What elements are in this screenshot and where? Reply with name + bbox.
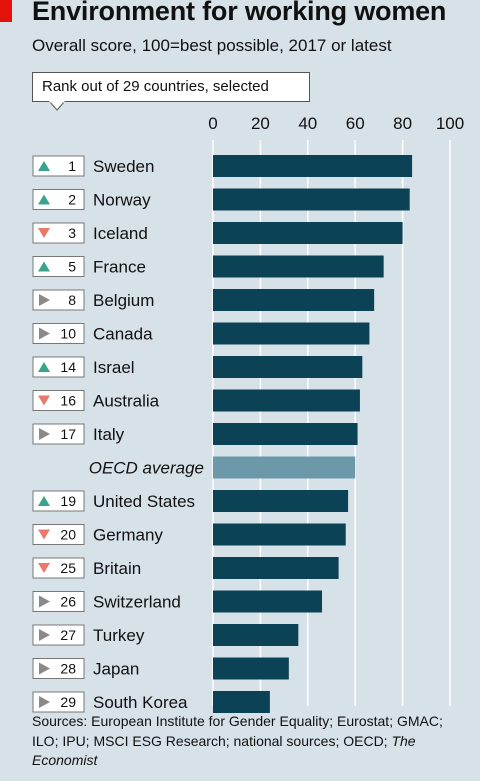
bar: [213, 523, 346, 546]
rank-box: [32, 189, 85, 210]
rank-number: 5: [68, 259, 76, 275]
rank-number: 16: [60, 393, 76, 409]
red-corner-tag: [0, 0, 12, 22]
rank-number: 26: [60, 594, 76, 610]
rank-number: 27: [60, 627, 76, 643]
bar: [213, 624, 299, 646]
rank-number: 2: [68, 192, 76, 208]
rank-legend-text: Rank out of 29 countries, selected: [42, 78, 269, 95]
category-label: Britain: [93, 559, 141, 578]
bar: [213, 691, 270, 713]
rank-box: [32, 155, 85, 177]
rank-change-unchanged-icon: [39, 662, 50, 675]
average-bar: [213, 456, 356, 479]
rank-change-up-icon: [38, 496, 50, 506]
bar: [213, 590, 323, 613]
category-label: Switzerland: [93, 593, 181, 612]
rank-box: [32, 222, 85, 244]
rank-box: [32, 624, 85, 646]
category-label: Iceland: [93, 224, 148, 243]
bar: [213, 155, 413, 177]
rank-change-unchanged-icon: [39, 595, 50, 608]
rank-number: 14: [60, 359, 76, 375]
rank-change-unchanged-icon: [39, 696, 50, 708]
bar: [213, 222, 403, 244]
bar: [213, 423, 358, 445]
rank-box: [32, 323, 85, 344]
category-label: France: [93, 258, 146, 277]
rank-change-unchanged-icon: [39, 629, 50, 641]
bar: [213, 255, 384, 278]
bar: [213, 356, 363, 378]
bar: [213, 557, 339, 579]
rank-change-down-icon: [38, 563, 50, 573]
rank-box: [32, 289, 85, 311]
rank-change-unchanged-icon: [39, 428, 50, 440]
category-label: OECD average: [89, 459, 204, 478]
bar: [213, 322, 370, 345]
bar: [213, 657, 289, 680]
category-label: Turkey: [93, 626, 145, 645]
rank-number: 8: [68, 292, 76, 308]
bar: [213, 490, 349, 512]
rank-number: 1: [68, 158, 76, 174]
category-label: Germany: [93, 526, 163, 545]
rank-number: 3: [68, 225, 76, 241]
rank-change-unchanged-icon: [39, 327, 50, 340]
rank-legend-pointer: [49, 101, 65, 111]
chart-subtitle: Overall score, 100=best possible, 2017 o…: [32, 36, 392, 55]
rank-box: [32, 658, 85, 679]
x-tick-label: 80: [393, 114, 412, 133]
rank-box: [32, 691, 85, 713]
rank-change-up-icon: [38, 194, 50, 205]
category-label: Japan: [93, 660, 139, 679]
x-tick-label: 40: [298, 114, 317, 133]
rank-change-up-icon: [38, 161, 50, 171]
category-label: Australia: [93, 392, 160, 411]
category-label: Italy: [93, 425, 125, 444]
rank-box: [32, 524, 85, 545]
rank-box: [32, 356, 85, 378]
bar: [213, 188, 410, 211]
rank-number: 19: [60, 493, 76, 509]
x-tick-label: 100: [436, 114, 464, 133]
rank-box: [32, 490, 85, 512]
rank-box: [32, 591, 85, 612]
rank-change-down-icon: [38, 395, 50, 406]
rank-legend-box: Rank out of 29 countries, selected: [32, 72, 310, 102]
rank-box: [32, 557, 85, 579]
rank-number: 17: [60, 426, 76, 442]
rank-change-down-icon: [38, 529, 50, 540]
category-label: Israel: [93, 358, 135, 377]
chart-title: Environment for working women: [32, 0, 447, 26]
x-tick-label: 60: [346, 114, 365, 133]
category-label: United States: [93, 492, 195, 511]
rank-number: 28: [60, 661, 76, 677]
rank-change-down-icon: [38, 228, 50, 238]
rank-number: 29: [60, 694, 76, 710]
category-label: Belgium: [93, 291, 154, 310]
sources-note: Sources: European Institute for Gender E…: [32, 712, 472, 771]
x-tick-label: 20: [251, 114, 270, 133]
category-label: Sweden: [93, 157, 154, 176]
rank-change-up-icon: [38, 362, 50, 372]
rank-box: [32, 423, 85, 445]
rank-box: [32, 256, 85, 277]
category-label: South Korea: [93, 693, 188, 712]
sources-text: Sources: European Institute for Gender E…: [32, 713, 443, 749]
category-label: Norway: [93, 191, 151, 210]
rank-change-unchanged-icon: [39, 294, 50, 306]
rank-box: [32, 390, 85, 411]
rank-change-up-icon: [38, 261, 50, 272]
category-label: Canada: [93, 325, 153, 344]
rank-number: 25: [60, 560, 76, 576]
rank-number: 20: [60, 527, 76, 543]
bar: [213, 289, 375, 311]
bar: [213, 389, 360, 412]
sources-publication: The Economist: [32, 732, 416, 769]
rank-number: 10: [60, 326, 76, 342]
x-tick-label: 0: [208, 114, 217, 133]
